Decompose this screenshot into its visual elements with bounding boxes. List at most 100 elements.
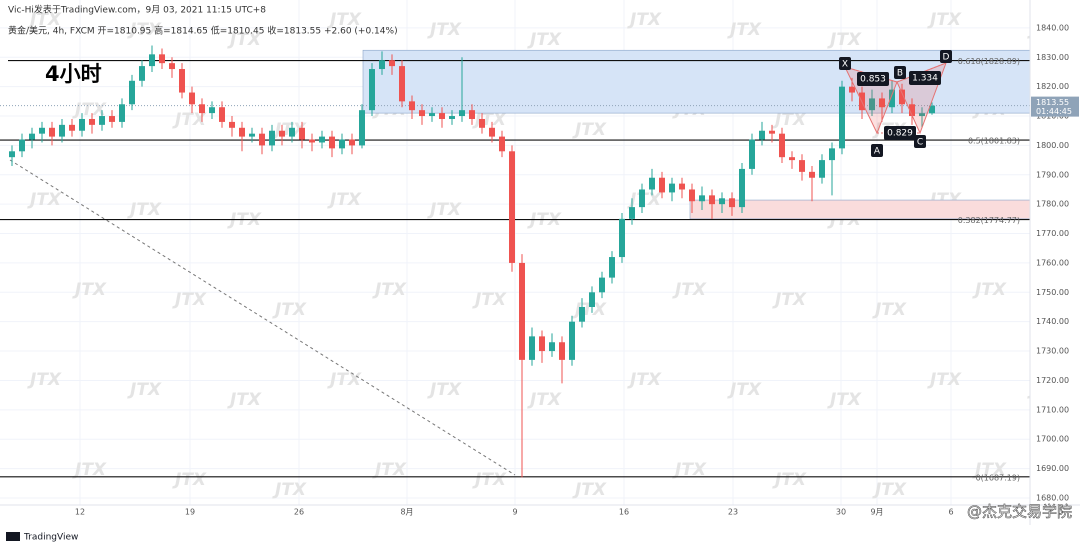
candle-body [279,130,285,137]
x-tick-label: 16 [619,508,629,517]
ratio-label: 1.334 [912,74,938,84]
y-tick-label: 1830.00 [1036,53,1069,62]
candle-body [39,127,45,134]
candle-body [459,110,465,117]
ratio-box [857,72,889,86]
pattern-line [896,62,947,83]
level-label: 0.5(1801.83) [968,137,1020,146]
candle-body [899,89,905,105]
candle-body [619,218,625,258]
y-tick-label: 1730.00 [1036,347,1069,356]
candle-body [909,104,915,117]
pattern-point: X [842,60,848,70]
candle-body [629,207,635,219]
y-tick-label: 1800.00 [1036,141,1069,150]
ratio-box [909,71,941,85]
candle-body [839,86,845,149]
candle-body [549,342,555,352]
countdown: 01:44:45 [1036,107,1072,116]
candle-body [489,127,495,137]
pattern-point-box [839,57,851,70]
candle-body [719,198,725,205]
pattern-point: B [897,69,903,79]
pattern-point-box [914,135,926,148]
watermark: JTX [127,200,162,220]
candle-body [149,54,155,67]
candle-body [869,98,875,111]
pattern-point-box [871,144,883,157]
candle-body [509,151,515,263]
watermark: JTX [572,120,607,140]
watermark: JTX [127,20,162,40]
watermark: JTX [827,30,862,50]
candle-body [229,121,235,128]
y-tick-label: 1690.00 [1036,464,1069,473]
y-tick-label: 1740.00 [1036,317,1069,326]
candle-body [699,195,705,202]
x-tick-label: 23 [728,508,738,517]
candle-body [809,171,815,178]
watermark: JTX [327,190,362,210]
candle-body [819,160,825,178]
candle-body [119,104,125,122]
watermark: JTX [872,300,907,320]
candle-body [539,336,545,352]
watermark: JTX [72,100,107,120]
watermark: JTX [772,110,807,130]
y-tick-label: 1820.00 [1036,82,1069,91]
candle-body [369,69,375,111]
level-label: 0.618(1828.89) [958,57,1020,66]
candle-body [499,136,505,152]
candle-body [739,168,745,208]
candle-body [69,124,75,131]
candle-body [379,60,385,70]
candle-body [669,183,675,193]
y-tick-label: 1700.00 [1036,435,1069,444]
candle-body [919,113,925,117]
candle-body [199,104,205,114]
candle-body [29,133,35,140]
candle-body [249,133,255,137]
watermark: JTX [472,290,507,310]
brand: TradingView [23,533,78,543]
ratio-label: 0.853 [860,75,886,85]
candle-body [289,127,295,137]
x-tick-label: 12 [75,508,85,517]
candle-body [219,107,225,122]
y-tick-label: 1720.00 [1036,376,1069,385]
candle-body [409,101,415,111]
y-tick-label: 1760.00 [1036,258,1069,267]
ratio-label: 0.829 [887,129,913,139]
header: Vic-Hi发表于TradingView.com，9月 03, 2021 11:… [8,4,266,16]
last-price-box [1031,96,1079,117]
watermark: JTX [772,470,807,490]
candle-body [519,262,525,360]
candle-body [419,110,425,117]
candle-body [769,130,775,134]
candle-body [849,86,855,93]
watermark: JTX [872,480,907,500]
candle-body [679,183,685,190]
credit: @杰克交易学院 [967,503,1072,521]
watermark: JTX [627,10,662,30]
symbol-line: 黄金/美元, 4h, FXCM 开=1810.95 高=1814.65 低=18… [8,25,398,37]
candle-body [749,139,755,169]
candle-body [49,127,55,137]
y-tick-label: 1750.00 [1036,288,1069,297]
candle-body [709,195,715,205]
candle-body [399,66,405,102]
candle-body [799,160,805,172]
watermark: JTX [672,280,707,300]
candle-body [329,136,335,149]
candle-body [729,198,735,208]
candle-body [139,66,145,81]
x-tick-label: 6 [948,508,953,517]
candle-body [209,107,215,114]
candle-body [169,63,175,70]
candle-body [579,306,585,322]
watermark: JTX [72,280,107,300]
candle-body [609,257,615,278]
candle-body [469,110,475,119]
watermark: JTX [727,20,762,40]
